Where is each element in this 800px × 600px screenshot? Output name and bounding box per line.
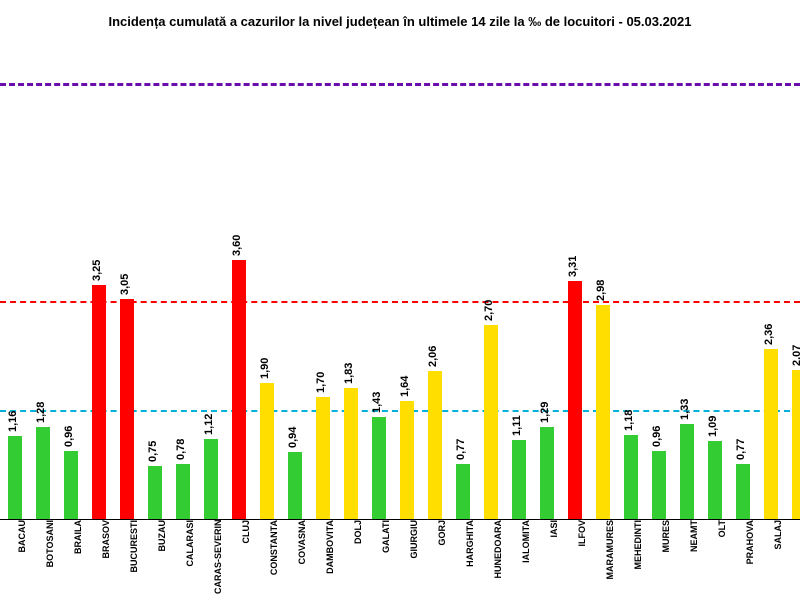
category-label: OLT xyxy=(717,520,727,594)
category-label: GIURGIU xyxy=(409,520,419,594)
category-label: HARGHITA xyxy=(465,520,475,594)
category-label: DOLJ xyxy=(353,520,363,594)
bar-harghita: 0,77 xyxy=(456,464,470,520)
category-label: GORJ xyxy=(437,520,447,594)
category-label: BOTOSANI xyxy=(45,520,55,594)
threshold-line-6 xyxy=(0,83,800,86)
category-label: CALARASI xyxy=(185,520,195,594)
category-label: COVASNA xyxy=(297,520,307,594)
bar-dambovita: 1,70 xyxy=(316,397,330,520)
category-label: BRAILA xyxy=(73,520,83,594)
category-label: BUZAU xyxy=(157,520,167,594)
bar-prahova: 0,77 xyxy=(736,464,750,520)
bar-galati: 1,43 xyxy=(372,417,386,520)
bar-iasi: 1,29 xyxy=(540,427,554,520)
bar-salaj: 2,36 xyxy=(764,349,778,520)
category-label: GALATI xyxy=(381,520,391,594)
bar-mures: 0,96 xyxy=(652,451,666,520)
bar-caras-severin: 1,12 xyxy=(204,439,218,520)
bar-neamt: 1,33 xyxy=(680,424,694,520)
bar-gorj: 2,06 xyxy=(428,371,442,520)
bar-value-label: 3,31 xyxy=(567,255,579,276)
bar-cluj: 3,60 xyxy=(232,260,246,520)
bar-giurgiu: 1,64 xyxy=(400,401,414,520)
bar-value-label: 0,78 xyxy=(175,438,187,459)
bar-value-label: 2,36 xyxy=(763,324,775,345)
category-label: PRAHOVA xyxy=(745,520,755,594)
category-label: MARAMURES xyxy=(605,520,615,594)
bar-satu-mare: 2,07 xyxy=(792,370,800,520)
chart-canvas: Incidența cumulată a cazurilor la nivel … xyxy=(0,0,800,600)
bar-value-label: 1,09 xyxy=(707,416,719,437)
category-label: SALAJ xyxy=(773,520,783,594)
category-label: BRASOV xyxy=(101,520,111,594)
category-label: CONSTANTA xyxy=(269,520,279,594)
bar-value-label: 0,94 xyxy=(287,427,299,448)
bar-value-label: 1,43 xyxy=(371,391,383,412)
category-label: CLUJ xyxy=(241,520,251,594)
bar-value-label: 1,33 xyxy=(679,398,691,419)
bar-value-label: 0,77 xyxy=(735,439,747,460)
bar-value-label: 1,18 xyxy=(623,409,635,430)
bar-botosani: 1,28 xyxy=(36,427,50,520)
bar-buzau: 0,75 xyxy=(148,466,162,520)
bar-value-label: 1,64 xyxy=(399,376,411,397)
category-label: IALOMITA xyxy=(521,520,531,594)
bar-value-label: 0,96 xyxy=(63,425,75,446)
bar-calarasi: 0,78 xyxy=(176,464,190,520)
bar-value-label: 0,77 xyxy=(455,439,467,460)
bar-value-label: 0,96 xyxy=(651,425,663,446)
category-label: ILFOV xyxy=(577,520,587,594)
bar-value-label: 1,70 xyxy=(315,372,327,393)
category-label: CARAS-SEVERIN xyxy=(213,520,223,594)
bar-constanta: 1,90 xyxy=(260,383,274,520)
bar-hunedoara: 2,70 xyxy=(484,325,498,520)
category-label: MURES xyxy=(661,520,671,594)
category-label: NEAMT xyxy=(689,520,699,594)
bar-maramures: 2,98 xyxy=(596,305,610,520)
category-label: DAMBOVITA xyxy=(325,520,335,594)
category-label: HUNEDOARA xyxy=(493,520,503,594)
bar-value-label: 3,60 xyxy=(231,234,243,255)
bar-value-label: 2,06 xyxy=(427,346,439,367)
bar-value-label: 2,98 xyxy=(595,279,607,300)
x-axis-baseline xyxy=(0,519,800,520)
bar-ialomita: 1,11 xyxy=(512,440,526,520)
category-label: BUCURESTI xyxy=(129,520,139,594)
bar-olt: 1,09 xyxy=(708,441,722,520)
bar-value-label: 1,90 xyxy=(259,357,271,378)
plot-area: 1,16BACAU1,28BOTOSANI0,96BRAILA3,25BRASO… xyxy=(0,50,800,520)
bar-value-label: 2,70 xyxy=(483,299,495,320)
bar-mehedinti: 1,18 xyxy=(624,435,638,520)
bar-value-label: 1,83 xyxy=(343,362,355,383)
category-label: MEHEDINTI xyxy=(633,520,643,594)
bar-bacau: 1,16 xyxy=(8,436,22,520)
bar-value-label: 2,07 xyxy=(791,345,800,366)
chart-title: Incidența cumulată a cazurilor la nivel … xyxy=(0,14,800,29)
bar-value-label: 1,16 xyxy=(7,411,19,432)
bar-value-label: 0,75 xyxy=(147,440,159,461)
bar-value-label: 1,12 xyxy=(203,414,215,435)
bar-value-label: 1,28 xyxy=(35,402,47,423)
bar-value-label: 3,05 xyxy=(119,274,131,295)
bar-value-label: 1,29 xyxy=(539,401,551,422)
category-label: IASI xyxy=(549,520,559,594)
bar-braila: 0,96 xyxy=(64,451,78,520)
bar-value-label: 3,25 xyxy=(91,260,103,281)
bar-brasov: 3,25 xyxy=(92,285,106,520)
bar-value-label: 1,11 xyxy=(511,415,523,436)
bar-bucuresti: 3,05 xyxy=(120,299,134,520)
bar-covasna: 0,94 xyxy=(288,452,302,520)
category-label: BACAU xyxy=(17,520,27,594)
bar-dolj: 1,83 xyxy=(344,388,358,520)
bar-ilfov: 3,31 xyxy=(568,281,582,520)
